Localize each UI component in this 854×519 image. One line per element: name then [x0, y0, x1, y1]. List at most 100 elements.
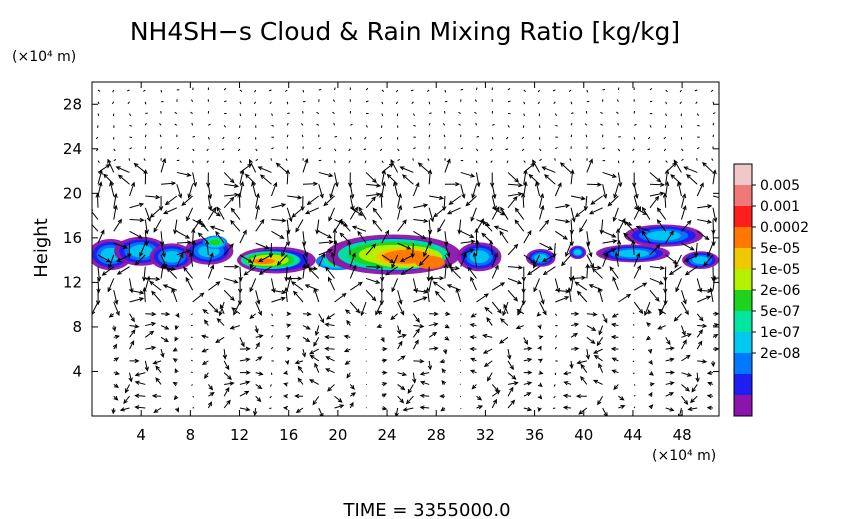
wind-vector	[428, 122, 431, 126]
wind-vector	[406, 395, 414, 404]
wind-vector	[271, 297, 285, 303]
wind-vector	[129, 113, 132, 117]
wind-vector-head	[155, 194, 161, 200]
wind-vector-head	[114, 370, 120, 376]
wind-vector	[695, 101, 698, 105]
wind-vector	[313, 337, 320, 347]
wind-vector	[129, 278, 133, 293]
wind-vector-head	[469, 322, 475, 328]
wind-vector	[381, 101, 384, 105]
wind-vector	[255, 148, 258, 152]
wind-vector-head	[381, 393, 387, 398]
wind-vector-head	[151, 290, 156, 296]
wind-vector-head	[225, 386, 230, 392]
wind-vector	[271, 203, 286, 209]
wind-vector-head	[441, 380, 446, 385]
wind-vector-head	[707, 381, 713, 386]
wind-vector	[160, 336, 169, 342]
wind-vector-head	[306, 311, 312, 317]
x-tick-label: 28	[427, 426, 446, 444]
cloud-cell	[129, 244, 154, 258]
wind-vector-head	[623, 232, 628, 238]
wind-vector	[681, 395, 688, 405]
wind-vector	[535, 182, 541, 197]
wind-vector-head	[397, 192, 402, 199]
wind-vector-head	[706, 405, 712, 411]
wind-vector	[271, 147, 274, 150]
wind-vector-head	[305, 325, 311, 330]
wind-vector	[554, 182, 562, 197]
wind-vector	[302, 336, 310, 342]
wind-vector-head	[302, 263, 307, 269]
wind-vector	[602, 253, 608, 267]
wind-vector-head	[663, 300, 668, 306]
wind-vector	[230, 208, 241, 220]
wind-vector	[665, 89, 668, 93]
wind-vector	[307, 195, 320, 205]
wind-vector	[602, 230, 616, 238]
wind-vector	[397, 341, 403, 350]
wind-vector	[428, 101, 431, 105]
wind-vector-head	[245, 380, 251, 385]
wind-vector-head	[351, 252, 356, 258]
wind-vector-head	[541, 166, 547, 171]
wind-vector	[681, 340, 687, 350]
wind-vector	[129, 147, 132, 150]
wind-vector	[160, 264, 164, 279]
wind-vector	[617, 172, 622, 187]
wind-vector	[174, 111, 178, 114]
wind-vector-head	[186, 240, 192, 245]
wind-vector	[523, 182, 527, 197]
wind-vector-head	[707, 252, 712, 258]
wind-vector-head	[130, 340, 135, 346]
wind-vector-head	[210, 264, 215, 270]
wind-vector-head	[486, 376, 492, 382]
wind-vector	[163, 207, 178, 214]
wind-vector	[539, 290, 544, 304]
wind-vector	[475, 240, 479, 255]
wind-vector	[522, 193, 525, 208]
wind-vector-head	[454, 265, 460, 271]
wind-vector	[366, 183, 381, 187]
wind-vector-head	[297, 365, 303, 371]
wind-vector-head	[513, 296, 519, 302]
wind-vector-head	[249, 158, 253, 164]
colorbar-swatch	[734, 290, 752, 312]
wind-vector-head	[351, 392, 357, 397]
wind-vector	[694, 89, 698, 92]
wind-vector	[602, 407, 608, 416]
wind-vector-head	[402, 407, 408, 412]
wind-vector-head	[533, 287, 538, 293]
wind-vector-head	[155, 365, 160, 371]
wind-vector-head	[641, 206, 647, 212]
wind-vector	[712, 170, 716, 185]
wind-vector-head	[567, 287, 572, 293]
wind-vector-head	[538, 370, 544, 375]
wind-vector	[349, 253, 356, 267]
wind-vector-head	[386, 173, 392, 179]
wind-vector-head	[257, 166, 263, 171]
wind-vector-head	[666, 340, 671, 346]
wind-vector-head	[723, 276, 727, 279]
wind-vector	[568, 288, 572, 303]
wind-vector-head	[441, 368, 447, 374]
wind-vector-head	[432, 281, 438, 286]
wind-vector-head	[513, 381, 519, 386]
wind-vector	[665, 347, 674, 350]
wind-vector-head	[469, 233, 475, 238]
wind-vector	[633, 123, 637, 126]
wind-vector-head	[592, 312, 598, 317]
wind-vector	[397, 301, 405, 315]
wind-vector	[580, 364, 588, 373]
wind-vector	[271, 289, 286, 294]
wind-vector-head	[153, 408, 159, 414]
wind-vector	[380, 193, 383, 208]
wind-vector-head	[712, 217, 718, 223]
wind-vector	[555, 219, 570, 223]
wind-vector	[491, 207, 505, 216]
wind-vector	[325, 267, 335, 279]
wind-vector-head	[234, 264, 240, 269]
colorbar-swatch	[734, 185, 752, 207]
wind-vector-head	[312, 266, 318, 271]
wind-vector-head	[379, 192, 384, 198]
